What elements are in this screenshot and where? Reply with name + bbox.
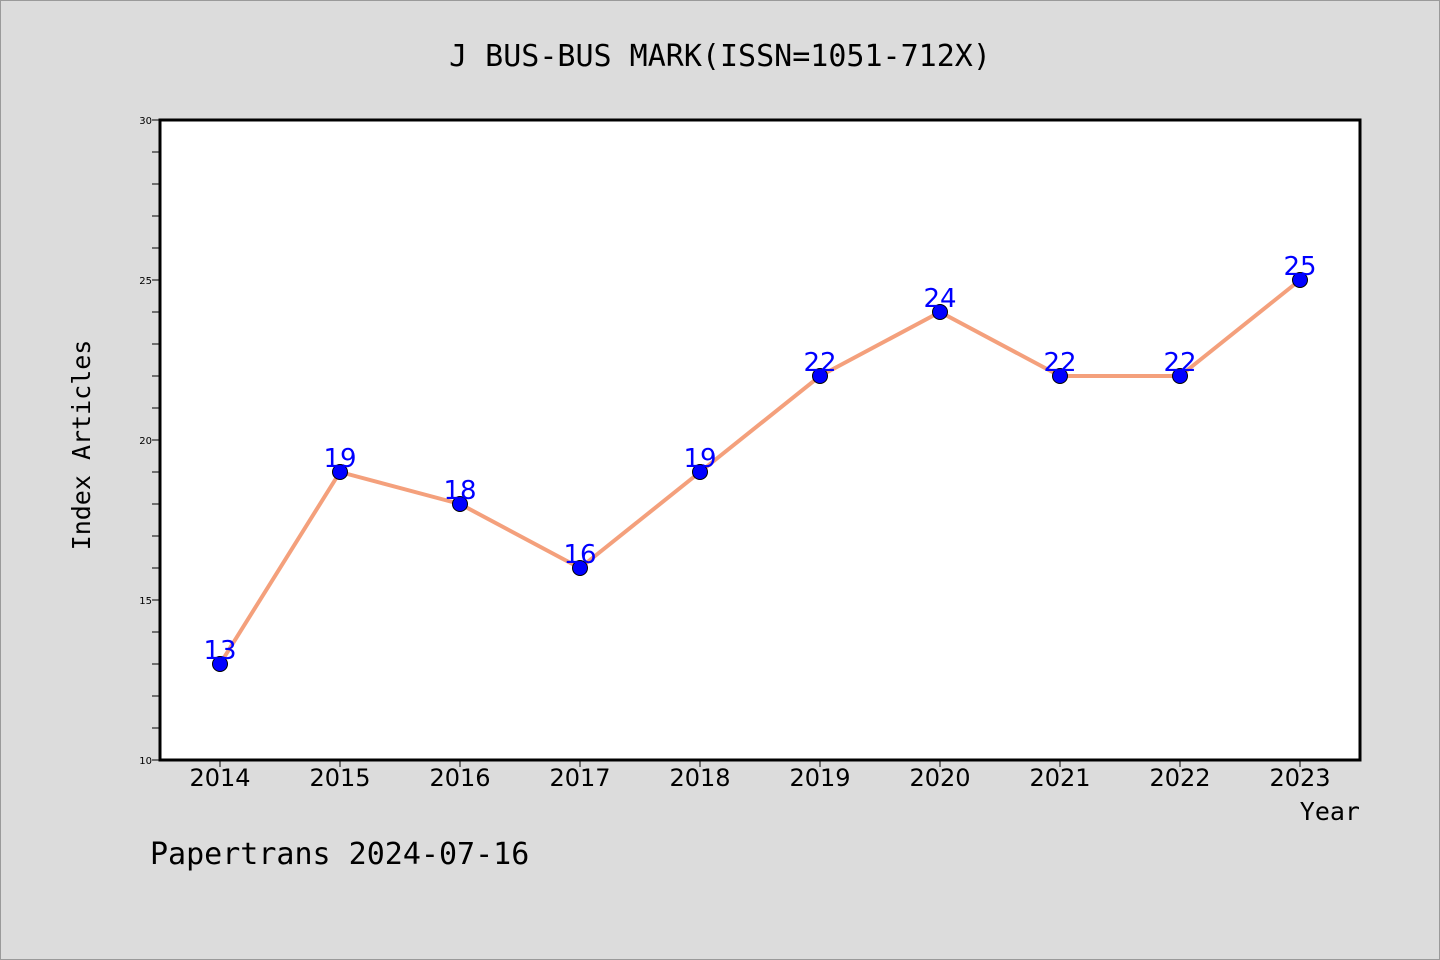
x-tick-label: 2015 [309, 764, 370, 792]
data-label: 22 [1043, 348, 1076, 378]
data-point [452, 496, 468, 512]
series-line-group [218, 278, 1302, 666]
x-tick-label: 2023 [1269, 764, 1330, 792]
y-tick-label: 25 [139, 276, 152, 287]
y-tick-label: 15 [139, 596, 152, 607]
x-tick-label: 2014 [189, 764, 250, 792]
data-point [932, 304, 948, 320]
data-point [332, 464, 348, 480]
data-point [692, 464, 708, 480]
y-tick-label: 20 [139, 436, 152, 447]
data-point [1292, 272, 1308, 288]
x-tick-label: 2020 [909, 764, 970, 792]
x-axis: 2014 2015 2016 2017 2018 2019 2020 2021 2022 2023 [189, 760, 1331, 792]
data-point [572, 560, 588, 576]
data-label: 19 [323, 444, 356, 474]
x-tick-label: 2019 [789, 764, 850, 792]
data-point [812, 368, 828, 384]
y-axis: 10 15 20 25 30 [139, 116, 160, 767]
data-label: 18 [443, 476, 476, 506]
data-label: 22 [1163, 348, 1196, 378]
data-label: 25 [1283, 252, 1316, 282]
x-tick-label: 2016 [429, 764, 490, 792]
y-axis-label: Index Articles [67, 340, 96, 551]
data-label: 22 [803, 348, 836, 378]
markers-group [212, 272, 1308, 672]
x-tick-label: 2017 [549, 764, 610, 792]
footer-text: Papertrans 2024-07-16 [150, 837, 529, 872]
y-tick-label: 30 [139, 116, 152, 127]
data-label: 24 [923, 284, 956, 314]
x-tick-label: 2022 [1149, 764, 1210, 792]
x-tick-label: 2018 [669, 764, 730, 792]
y-tick-label: 10 [139, 756, 152, 767]
data-labels-group: 13 19 18 16 19 22 24 22 22 25 [203, 252, 1316, 666]
x-tick-label: 2021 [1029, 764, 1090, 792]
plot-border [158, 118, 1362, 762]
series-line [218, 278, 1302, 666]
plot-area [160, 120, 1360, 760]
data-label: 19 [683, 444, 716, 474]
data-point [212, 656, 228, 672]
data-point [1172, 368, 1188, 384]
data-label: 16 [563, 540, 596, 570]
x-axis-label: Year [1300, 797, 1360, 826]
data-label: 13 [203, 636, 236, 666]
chart-title: J BUS-BUS MARK(ISSN=1051-712X) [449, 39, 991, 74]
data-point [1052, 368, 1068, 384]
